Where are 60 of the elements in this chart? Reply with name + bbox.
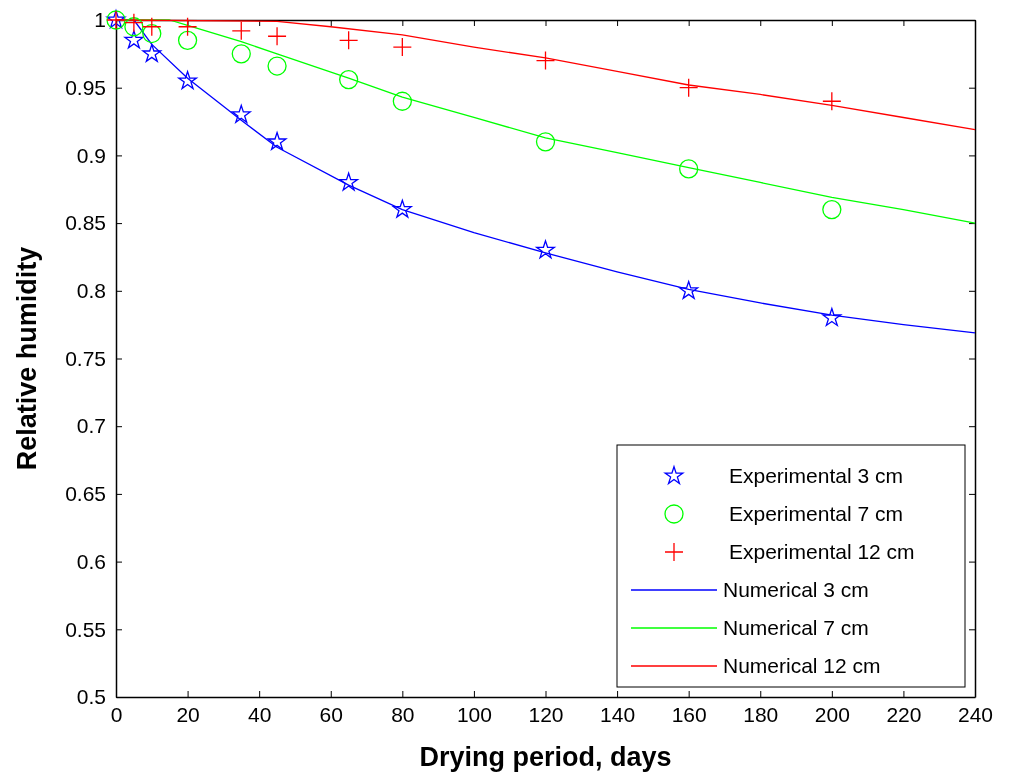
y-tick-label: 0.55 xyxy=(65,617,106,641)
point xyxy=(339,69,359,90)
y-tick-label: 0.85 xyxy=(65,211,106,235)
y-tick-label: 0.65 xyxy=(65,482,106,506)
point xyxy=(178,70,198,90)
legend-label: Experimental 3 cm xyxy=(729,464,903,487)
point xyxy=(535,50,556,71)
point xyxy=(679,280,699,299)
legend-label: Experimental 12 cm xyxy=(729,540,915,563)
point xyxy=(392,37,412,57)
point xyxy=(339,30,359,50)
point xyxy=(177,17,198,37)
point xyxy=(822,91,842,111)
y-tick-label: 1 xyxy=(94,8,106,32)
legend-label: Numerical 12 cm xyxy=(723,654,881,677)
x-tick-label: 100 xyxy=(456,702,492,726)
x-tick-label: 180 xyxy=(743,702,779,726)
y-tick-label: 0.7 xyxy=(76,414,106,438)
point xyxy=(142,17,162,37)
y-tick-label: 0.8 xyxy=(76,279,106,303)
x-tick-label: 40 xyxy=(247,702,272,726)
y-axis-title: Relative humidity xyxy=(12,246,42,471)
legend-label: Numerical 3 cm xyxy=(723,578,869,601)
y-tick-label: 0.95 xyxy=(65,75,106,99)
point xyxy=(267,131,287,151)
y-tick-label: 0.9 xyxy=(76,143,106,167)
y-tick-label: 0.6 xyxy=(76,549,106,573)
x-tick-label: 60 xyxy=(319,702,343,726)
y-tick-label: 0.75 xyxy=(65,346,106,370)
legend-label: Numerical 7 cm xyxy=(723,616,869,639)
point xyxy=(231,104,251,123)
x-axis-title: Drying period, days xyxy=(419,742,672,772)
x-tick-label: 220 xyxy=(886,702,922,726)
point xyxy=(231,44,251,64)
point xyxy=(822,199,842,220)
x-tick-label: 120 xyxy=(528,702,564,726)
point xyxy=(267,26,287,46)
point xyxy=(231,21,251,41)
point xyxy=(142,43,162,63)
point xyxy=(142,23,162,44)
point xyxy=(536,240,555,259)
x-tick-label: 0 xyxy=(110,702,123,726)
x-tick-label: 20 xyxy=(176,702,200,726)
x-tick-label: 200 xyxy=(814,702,850,726)
point xyxy=(679,159,699,179)
point xyxy=(679,78,699,98)
point xyxy=(535,132,556,152)
point xyxy=(822,307,842,327)
x-tick-label: 240 xyxy=(957,702,994,726)
point xyxy=(124,30,144,49)
x-tick-label: 140 xyxy=(600,702,636,726)
x-tick-label: 80 xyxy=(391,702,415,726)
point xyxy=(267,56,287,76)
point xyxy=(392,91,412,111)
point xyxy=(392,199,412,218)
legend-label: Experimental 7 cm xyxy=(729,502,903,525)
point xyxy=(177,30,198,50)
point xyxy=(339,172,359,191)
y-tick-label: 0.5 xyxy=(76,685,106,709)
x-tick-label: 160 xyxy=(671,702,707,726)
